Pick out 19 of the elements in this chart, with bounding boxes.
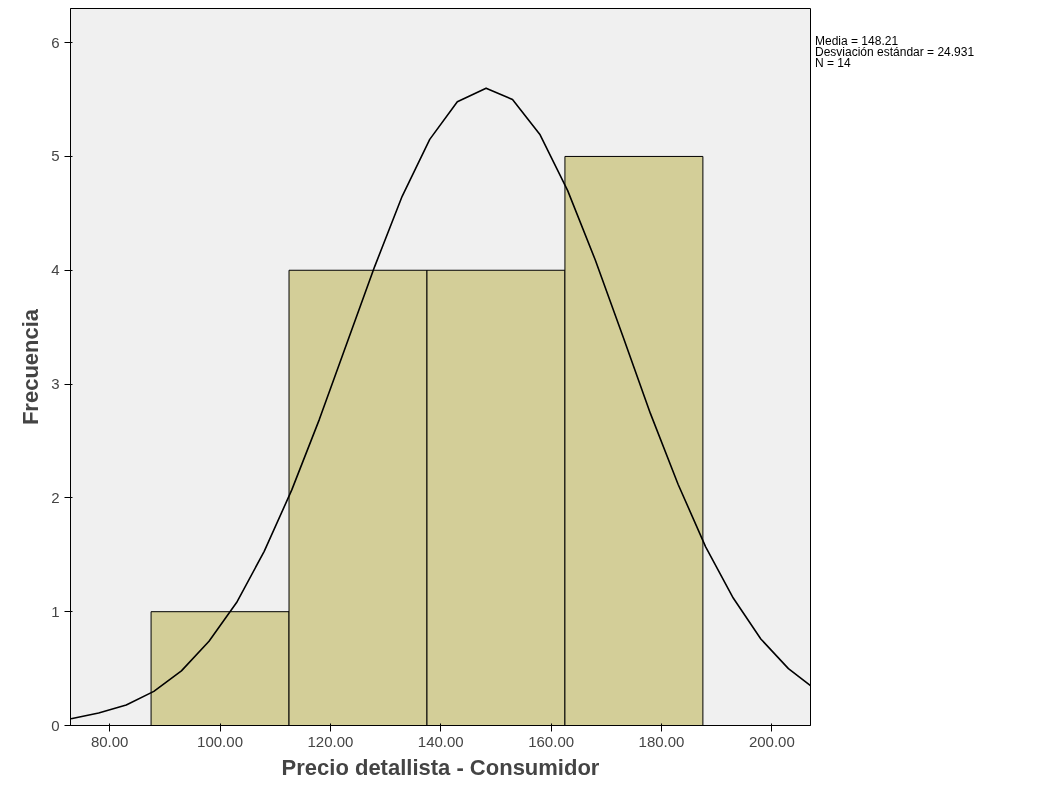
text: N = 14 <box>815 56 851 70</box>
x-tick-label: 180.00 <box>638 732 685 750</box>
x-tick-label: 80.00 <box>90 732 129 750</box>
text: Desviación estándar = 24.931 <box>815 45 975 59</box>
y-tick-label: 0 <box>51 716 60 734</box>
y-tick-label: 3 <box>51 375 60 393</box>
x-axis-title: Precio detallista - Consumidor <box>281 754 600 780</box>
x-tick-label: 200.00 <box>748 732 795 750</box>
x-tick-label: 140.00 <box>417 732 464 750</box>
y-axis-title: Frecuencia <box>18 308 44 426</box>
y-tick-label: 6 <box>51 33 60 51</box>
x-tick-label: 100.00 <box>197 732 243 750</box>
x-tick-label: 120.00 <box>307 732 354 750</box>
y-tick-label: 1 <box>51 602 60 620</box>
y-tick-label: 2 <box>51 488 60 506</box>
text: Media = 148.21 <box>815 34 899 48</box>
y-tick-label: 5 <box>51 147 60 165</box>
y-tick-label: 4 <box>51 261 60 279</box>
x-tick-label: 160.00 <box>528 732 575 750</box>
